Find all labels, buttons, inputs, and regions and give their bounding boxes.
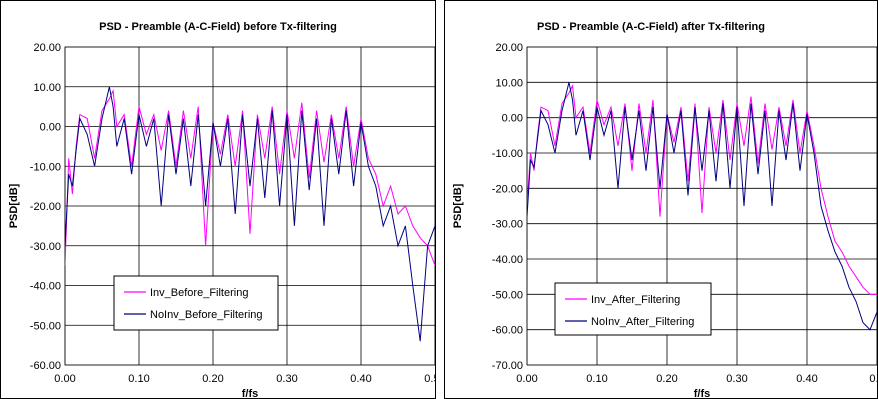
chart-after-filtering: 20.00 10.00 0.00 -10.00 -20.00 -30.00 -40.00 -5… [452, 21, 877, 398]
y-tick-label: -60.00 [30, 360, 61, 372]
y-tick-label: -50.00 [30, 320, 61, 332]
y-tick-label: 10.00 [33, 82, 61, 94]
chart-title: PSD - Preamble (A-C-Field) after Tx-filt… [537, 21, 765, 33]
series-line-1 [65, 86, 435, 342]
x-tick-label: 0.5 [869, 373, 877, 385]
chart-before-filtering: 20.00 10.00 0.00 -10.00 -20.00 -30.00 -40.00 -5… [8, 21, 435, 398]
series-line-0 [65, 88, 435, 266]
y-tick-label: 0.00 [502, 113, 523, 125]
y-tick-label: 10.00 [495, 77, 523, 89]
x-tick-label: 0.20 [656, 373, 677, 385]
y-tick-label: -10.00 [30, 161, 61, 173]
x-tick-label: 0.10 [128, 373, 149, 385]
series-line-1 [527, 82, 877, 331]
x-tick-label: 0.00 [54, 373, 75, 385]
y-tick-label: -60.00 [492, 325, 523, 337]
y-tick-label: 20.00 [33, 42, 61, 54]
x-tick-label: 0.40 [796, 373, 817, 385]
x-tick-label: 0.00 [516, 373, 537, 385]
x-axis-label: f/fs [694, 388, 711, 398]
series-line-0 [527, 84, 877, 295]
y-axis-label: PSD[dB] [8, 183, 20, 228]
x-tick-label: 0.30 [726, 373, 747, 385]
y-tick-label: 20.00 [495, 42, 523, 54]
chart-panel-after: 20.00 10.00 0.00 -10.00 -20.00 -30.00 -40.00 -5… [444, 0, 878, 399]
y-tick-label: -20.00 [492, 183, 523, 195]
y-tick-label: -50.00 [492, 289, 523, 301]
x-tick-label: 0.40 [350, 373, 371, 385]
legend-entry: NoInv_After_Filtering [591, 316, 694, 328]
x-tick-label: 0.30 [276, 373, 297, 385]
y-tick-label: -30.00 [30, 241, 61, 253]
chart-panel-before: 20.00 10.00 0.00 -10.00 -20.00 -30.00 -40.00 -5… [0, 0, 436, 399]
x-tick-label: 0.10 [586, 373, 607, 385]
x-tick-label: 0.20 [202, 373, 223, 385]
y-tick-label: -10.00 [492, 148, 523, 160]
y-tick-label: -40.00 [492, 254, 523, 266]
legend-box [113, 275, 279, 331]
legend-entry: Inv_Before_Filtering [150, 287, 248, 299]
legend-entry: Inv_After_Filtering [591, 294, 680, 306]
x-axis-label: f/fs [242, 388, 259, 398]
y-tick-label: -70.00 [492, 360, 523, 372]
y-tick-label: 0.00 [40, 122, 61, 134]
legend-box [554, 282, 712, 336]
legend-entry: NoInv_Before_Filtering [150, 309, 263, 321]
y-axis-label: PSD[dB] [452, 183, 464, 228]
y-tick-label: -30.00 [492, 219, 523, 231]
y-tick-label: -20.00 [30, 201, 61, 213]
y-tick-label: -40.00 [30, 281, 61, 293]
chart-title: PSD - Preamble (A-C-Field) before Tx-fil… [99, 21, 337, 33]
x-tick-label: 0.50 [424, 373, 435, 385]
